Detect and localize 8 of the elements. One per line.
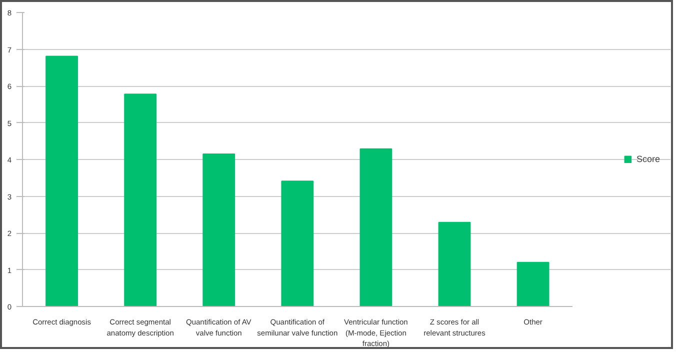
bar bbox=[46, 56, 78, 306]
bar bbox=[124, 94, 157, 306]
bar bbox=[438, 222, 471, 306]
bar bbox=[281, 180, 314, 306]
legend-label: Score bbox=[636, 154, 660, 164]
bar bbox=[202, 153, 236, 306]
bar bbox=[360, 148, 392, 306]
bar bbox=[516, 262, 550, 306]
